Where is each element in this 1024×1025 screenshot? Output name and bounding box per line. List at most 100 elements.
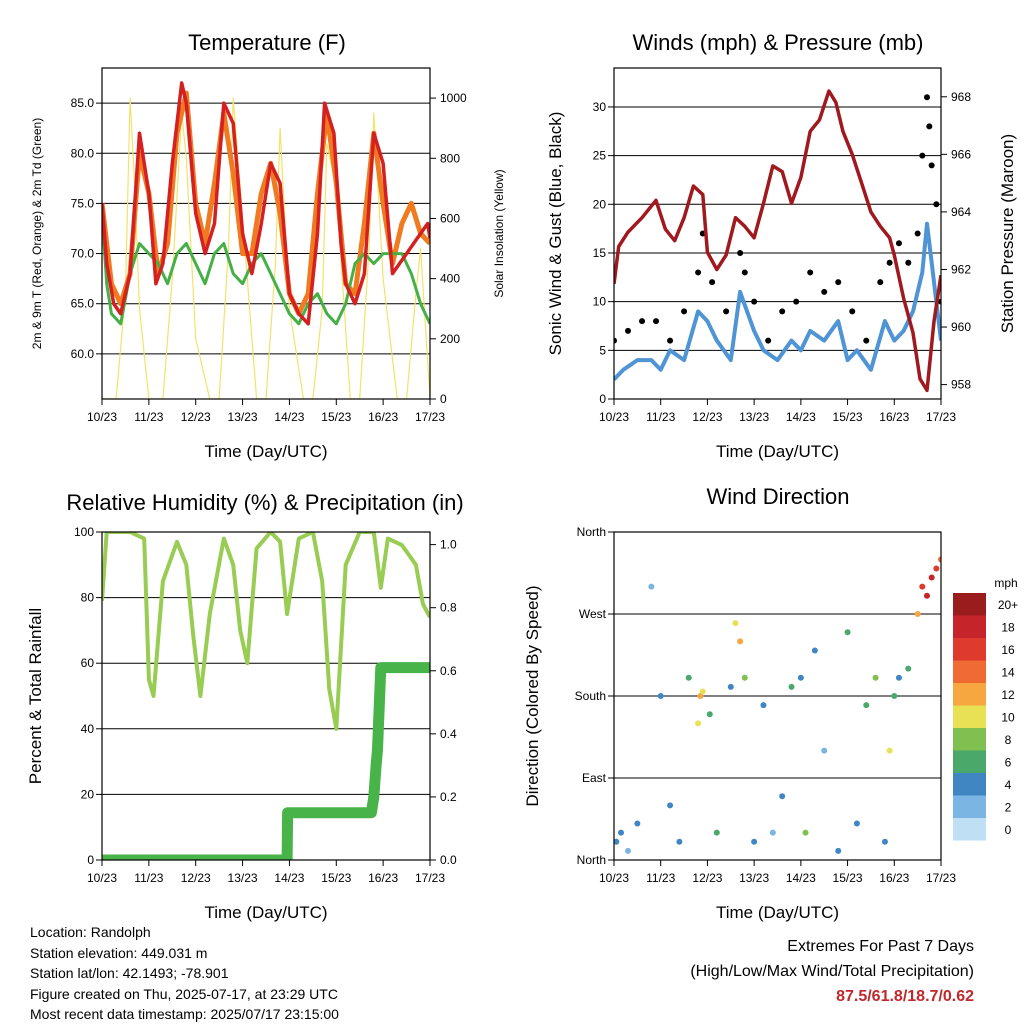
direction-point bbox=[811, 647, 818, 654]
gust-point bbox=[625, 327, 632, 334]
x-tick-label: 12/23 bbox=[692, 410, 722, 424]
y-tick-label: South bbox=[575, 689, 606, 703]
t2m-series bbox=[102, 81, 430, 326]
y-tick-label: 60.0 bbox=[71, 347, 95, 361]
x-axis-label: Time (Day/UTC) bbox=[716, 442, 839, 461]
direction-point bbox=[863, 702, 870, 709]
gust-point bbox=[886, 259, 893, 266]
x-tick-label: 15/23 bbox=[833, 871, 863, 885]
x-tick-label: 12/23 bbox=[692, 871, 722, 885]
legend-label: 18 bbox=[1001, 621, 1015, 635]
extremes-values: 87.5/61.8/18.7/0.62 bbox=[836, 988, 974, 1005]
gust-point bbox=[614, 337, 617, 344]
direction-point bbox=[914, 611, 921, 617]
gust-point bbox=[653, 318, 660, 325]
gust-point bbox=[877, 279, 884, 286]
gust-point bbox=[737, 249, 744, 256]
y-tick-label: 100 bbox=[74, 525, 94, 539]
y2-axis-label: Station Pressure (Maroon) bbox=[998, 134, 1017, 333]
direction-point bbox=[933, 565, 940, 572]
y-axis-label: Percent & Total Rainfall bbox=[26, 608, 45, 784]
direction-point bbox=[706, 711, 713, 718]
gust-point bbox=[821, 288, 828, 295]
x-tick-label: 12/23 bbox=[181, 410, 211, 424]
gust-point bbox=[849, 308, 856, 315]
direction-point bbox=[905, 665, 912, 672]
legend-label: 10 bbox=[1001, 711, 1015, 725]
chart-title: Relative Humidity (%) & Precipitation (i… bbox=[66, 490, 463, 515]
x-tick-label: 13/23 bbox=[739, 871, 769, 885]
plot-frame bbox=[613, 531, 942, 861]
legend-swatch bbox=[953, 638, 986, 661]
direction-point bbox=[648, 583, 655, 590]
legend-label: 20+ bbox=[998, 598, 1018, 612]
gust-point bbox=[681, 308, 688, 315]
x-tick-label: 17/23 bbox=[926, 871, 956, 885]
x-tick-label: 10/23 bbox=[599, 410, 629, 424]
y-tick-label: 0 bbox=[87, 853, 94, 867]
y-tick-label: 20 bbox=[593, 197, 607, 211]
y-tick-label: 80.0 bbox=[71, 146, 95, 160]
x-tick-label: 14/23 bbox=[786, 871, 816, 885]
legend-swatch bbox=[953, 773, 986, 796]
legend-swatch bbox=[953, 818, 986, 841]
y2-tick-label: 0.8 bbox=[440, 601, 457, 615]
direction-point bbox=[928, 574, 935, 581]
x-tick-label: 13/23 bbox=[228, 410, 258, 424]
y2-tick-label: 0.6 bbox=[440, 664, 457, 678]
gust-point bbox=[765, 337, 772, 344]
y2-tick-label: 0.0 bbox=[440, 853, 457, 867]
y-tick-label: 70.0 bbox=[71, 247, 95, 261]
direction-point bbox=[779, 793, 786, 800]
x-tick-label: 11/23 bbox=[134, 871, 163, 885]
direction-point bbox=[685, 674, 692, 681]
y2-tick-label: 966 bbox=[951, 147, 971, 161]
y2-tick-label: 0.4 bbox=[440, 727, 457, 741]
direction-point bbox=[741, 674, 748, 681]
y-tick-label: 75.0 bbox=[71, 196, 95, 210]
x-axis-label: Time (Day/UTC) bbox=[204, 442, 327, 461]
x-tick-label: 11/23 bbox=[646, 410, 675, 424]
extremes-title: Extremes For Past 7 Days bbox=[787, 938, 974, 955]
plot-frame bbox=[613, 67, 942, 400]
gust-point bbox=[863, 337, 870, 344]
x-tick-label: 14/23 bbox=[786, 410, 816, 424]
y2-tick-label: 800 bbox=[440, 151, 460, 165]
gust-point bbox=[807, 269, 814, 276]
gust-point bbox=[741, 269, 748, 276]
rh-series bbox=[102, 532, 430, 731]
legend-swatch bbox=[953, 660, 986, 683]
direction-point bbox=[625, 847, 632, 854]
plot-area bbox=[614, 556, 941, 854]
direction-point bbox=[769, 829, 776, 836]
direction-point bbox=[737, 638, 744, 645]
gust-point bbox=[905, 259, 912, 266]
gust-point bbox=[723, 308, 730, 315]
y-tick-label: 40 bbox=[81, 722, 95, 736]
direction-point bbox=[727, 683, 734, 690]
legend-label: 8 bbox=[1005, 733, 1012, 747]
legend-swatch bbox=[953, 615, 986, 638]
direction-point bbox=[634, 820, 641, 827]
direction-point bbox=[699, 688, 706, 695]
direction-point bbox=[676, 838, 683, 845]
y2-tick-label: 964 bbox=[951, 205, 971, 219]
panel-3 bbox=[96, 531, 436, 866]
legend-label: 16 bbox=[1001, 643, 1015, 657]
y-tick-label: North bbox=[577, 525, 606, 539]
x-axis-label: Time (Day/UTC) bbox=[716, 903, 839, 922]
x-tick-label: 10/23 bbox=[87, 871, 117, 885]
y-tick-label: 20 bbox=[81, 787, 95, 801]
panel-2 bbox=[608, 67, 947, 405]
y-tick-label: 30 bbox=[593, 100, 607, 114]
direction-point bbox=[895, 674, 902, 681]
gust-point bbox=[928, 162, 935, 169]
x-tick-label: 11/23 bbox=[134, 410, 163, 424]
legend-swatch bbox=[953, 593, 986, 616]
legend-swatch bbox=[953, 750, 986, 773]
gust-point bbox=[933, 201, 940, 208]
direction-point bbox=[732, 620, 739, 627]
gust-point bbox=[793, 298, 800, 305]
x-tick-label: 10/23 bbox=[87, 410, 117, 424]
